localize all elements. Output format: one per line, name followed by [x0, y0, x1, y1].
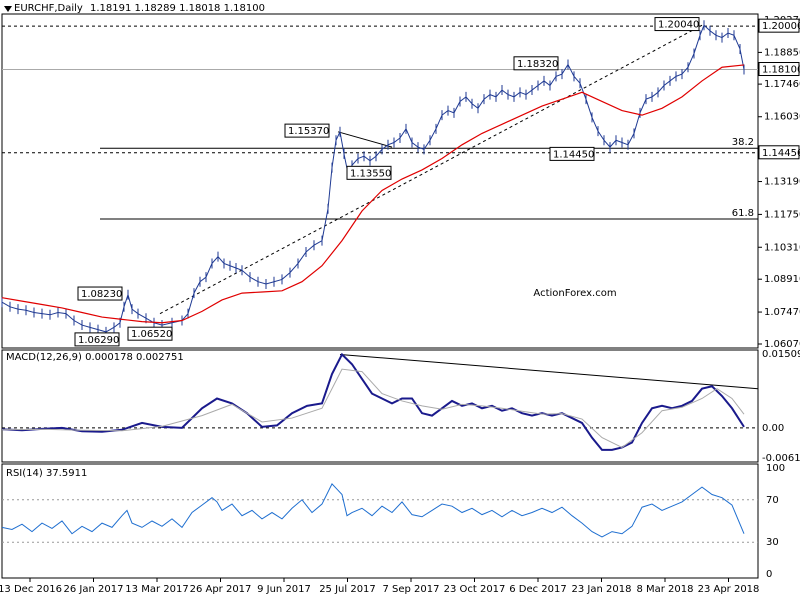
- annotation-text: 1.13550: [350, 168, 391, 179]
- level-label-14450-text: 1.14450: [762, 148, 800, 159]
- fib-label: 38.2: [732, 137, 754, 148]
- price-ytick-label: 1.13190: [764, 177, 800, 188]
- price-ytick-label: 1.10310: [764, 242, 800, 253]
- annotation-box: 1.08230: [77, 286, 123, 301]
- price-ytick-label: 1.06070: [764, 339, 800, 350]
- annotation-rect: [654, 17, 700, 32]
- level-label-20000-text: 1.20000: [762, 21, 800, 32]
- rsi-ytick-label: 0: [766, 569, 772, 580]
- x-tick-label: 23 Jan 2018: [572, 584, 632, 595]
- annotation-rect: [346, 165, 392, 180]
- fib-label: 61.8: [732, 208, 754, 219]
- x-tick-label: 6 Dec 2017: [509, 584, 567, 595]
- price-series: [1, 24, 745, 333]
- x-tick-label: 23 Apr 2018: [698, 584, 760, 595]
- macd-ytick-label: 0.00: [762, 423, 784, 434]
- x-tick-label: 13 Mar 2017: [125, 584, 188, 595]
- axis-labels: 1.202701.188501.174601.160301.144501.131…: [0, 15, 800, 595]
- macd-ytick-label: -0.006163: [762, 453, 800, 464]
- symbol-label: EURCHF,Daily: [14, 3, 83, 14]
- rsi-ytick-label: 30: [766, 537, 779, 548]
- rsi-ytick-label: 70: [766, 495, 779, 506]
- series-layer: [1, 20, 745, 538]
- price-ytick-label: 1.11750: [764, 209, 800, 220]
- annotation-text: 1.06520: [131, 329, 172, 340]
- sma-series: [1, 64, 745, 324]
- annotation-rect: [77, 286, 123, 301]
- x-tick-label: 9 Jun 2017: [257, 584, 311, 595]
- x-tick-label: 26 Apr 2017: [190, 584, 252, 595]
- x-tick-label: 25 Jul 2017: [319, 584, 376, 595]
- annotation-rect: [127, 326, 173, 341]
- annotation-text: 1.06290: [78, 335, 119, 346]
- rsi-title: RSI(14) 37.5911: [6, 468, 87, 479]
- rising-trendline: [159, 24, 703, 315]
- header-label: EURCHF,Daily 1.18191 1.18289 1.18018 1.1…: [0, 0, 800, 18]
- current-price-label-text: 1.18100: [762, 65, 800, 76]
- price-ytick-label: 1.17460: [764, 79, 800, 90]
- macd-signal-series: [1, 368, 745, 448]
- annotation-box: 1.15370: [284, 123, 330, 138]
- macd-trendline: [339, 353, 759, 390]
- current-price-label-box: [758, 62, 800, 77]
- watermark: ActionForex.com: [533, 288, 616, 299]
- panel-frames: [1, 13, 759, 579]
- annotation-box: 1.06290: [74, 332, 120, 347]
- macd-title: MACD(12,26,9) 0.000178 0.002751: [6, 352, 184, 363]
- panel-frame-1: [1, 349, 759, 463]
- annotations-layer: 1.20040 1.18320 1.15370 1.13550 1.14450 1.082…: [74, 17, 700, 347]
- x-tick-label: 7 Sep 2017: [382, 584, 439, 595]
- annotation-text: 1.20040: [658, 20, 699, 31]
- price-ytick-label: 1.18850: [764, 47, 800, 58]
- annotation-box: 1.20040: [654, 17, 700, 32]
- price-ytick-label: 1.07470: [764, 307, 800, 318]
- annotation-box: 1.13550: [346, 165, 392, 180]
- current-price-label: 1.18100: [758, 62, 800, 77]
- level-label-14450-box: [758, 145, 800, 160]
- annotation-box: 1.14450: [549, 146, 595, 161]
- triangle-trendline: [337, 131, 393, 148]
- annotation-text: 1.14450: [553, 149, 594, 160]
- annotation-box: 1.18320: [513, 56, 559, 71]
- ohlc-label: 1.18191 1.18289 1.18018 1.18100: [90, 3, 265, 14]
- x-tick-label: 8 Mar 2018: [636, 584, 693, 595]
- macd-series: [1, 352, 745, 451]
- annotation-rect: [549, 146, 595, 161]
- annotation-rect: [74, 332, 120, 347]
- price-ytick-label: 1.08910: [764, 274, 800, 285]
- annotation-text: 1.08230: [81, 289, 122, 300]
- annotation-text: 1.18320: [517, 59, 558, 70]
- dropdown-triangle-icon[interactable]: [4, 4, 14, 14]
- price-ytick-label: 1.16030: [764, 112, 800, 123]
- grid-lines: 38.2 61.8: [2, 24, 759, 543]
- x-tick-label: 23 Oct 2017: [444, 584, 506, 595]
- panel-frame-2: [1, 463, 759, 579]
- annotation-rect: [284, 123, 330, 138]
- annotation-box: 1.06520: [127, 326, 173, 341]
- annotation-rect: [513, 56, 559, 71]
- level-label-14450: 1.14450: [758, 145, 800, 160]
- rsi-ytick-label: 100: [766, 463, 785, 474]
- level-label-20000-box: [758, 18, 800, 33]
- x-tick-label: 26 Jan 2017: [64, 584, 124, 595]
- panel-frame-0: [1, 13, 759, 349]
- x-tick-label: 13 Dec 2016: [0, 584, 62, 595]
- macd-ytick-label: 0.015092: [762, 349, 800, 360]
- rsi-series: [1, 483, 745, 538]
- annotation-text: 1.15370: [288, 126, 329, 137]
- level-label-20000: 1.20000: [758, 18, 800, 33]
